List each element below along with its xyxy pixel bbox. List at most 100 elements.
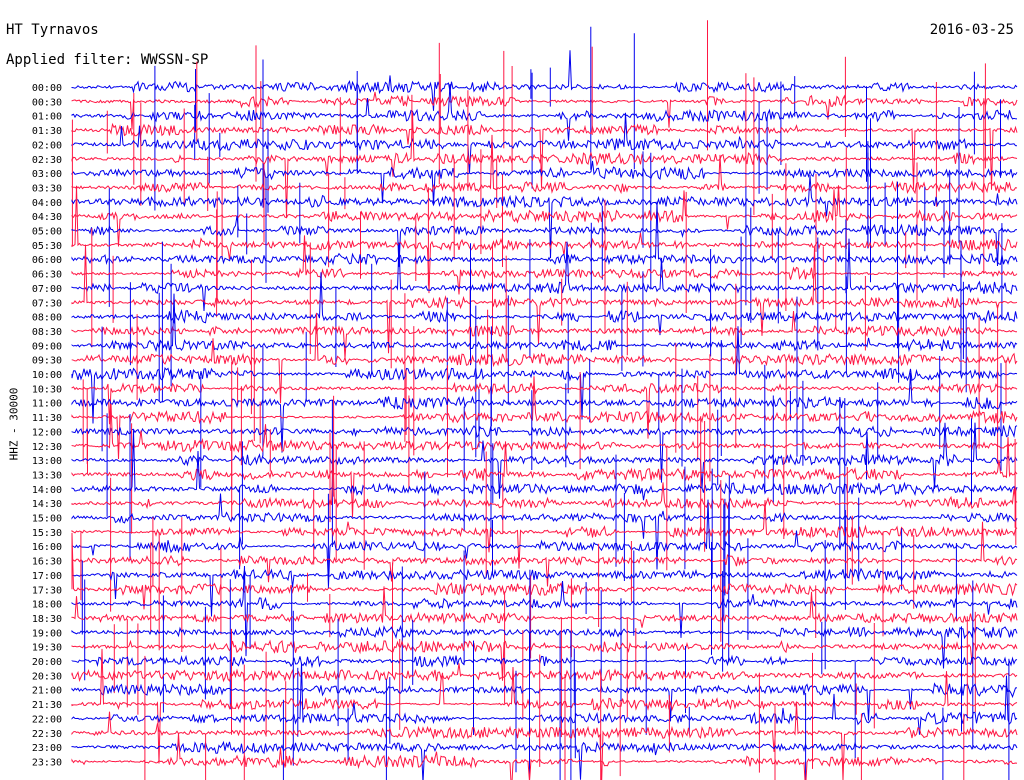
row-time-label: 03:30 [32, 183, 62, 194]
row-time-label: 01:00 [32, 112, 62, 123]
row-time-label: 09:00 [32, 341, 62, 352]
row-time-label: 23:30 [32, 757, 62, 768]
trace-line [71, 437, 1018, 518]
row-time-label: 08:00 [32, 313, 62, 324]
trace-line [71, 376, 1018, 460]
row-time-label: 17:30 [32, 585, 62, 596]
trace-line [71, 272, 1018, 336]
trace-line [71, 112, 1018, 173]
row-time-label: 23:00 [32, 743, 62, 754]
row-time-label: 20:00 [32, 657, 62, 668]
trace-line [71, 567, 1018, 617]
row-time-label: 12:30 [32, 442, 62, 453]
row-time-label: 08:30 [32, 327, 62, 338]
trace-line [71, 422, 1018, 499]
trace-line [71, 185, 1018, 247]
row-time-label: 05:30 [32, 241, 62, 252]
trace-line [71, 201, 1018, 267]
row-time-label: 14:30 [32, 499, 62, 510]
trace-line [71, 703, 1018, 780]
trace-line [71, 160, 1018, 205]
trace-line [71, 244, 1018, 354]
row-time-label: 06:00 [32, 255, 62, 266]
row-time-label: 03:00 [32, 169, 62, 180]
row-time-label: 15:30 [32, 528, 62, 539]
row-time-label: 04:00 [32, 198, 62, 209]
row-time-label: 21:00 [32, 686, 62, 697]
row-time-label: 20:30 [32, 671, 62, 682]
row-time-label: 11:00 [32, 399, 62, 410]
row-time-label: 02:00 [32, 140, 62, 151]
trace-line [71, 293, 1018, 353]
row-time-label: 14:00 [32, 485, 62, 496]
trace-line [71, 662, 1018, 735]
trace-line [71, 733, 1018, 780]
row-time-label: 12:00 [32, 427, 62, 438]
row-time-label: 19:30 [32, 643, 62, 654]
trace-line [71, 424, 1018, 483]
trace-line [71, 134, 1018, 195]
row-time-label: 21:30 [32, 700, 62, 711]
row-time-label: 00:00 [32, 83, 62, 94]
trace-line [71, 648, 1018, 764]
row-time-label: 11:30 [32, 413, 62, 424]
filter-label: Applied filter: WWSSN-SP [6, 52, 209, 68]
row-time-label: 16:30 [32, 557, 62, 568]
trace-line [71, 50, 1018, 111]
row-time-label: 19:00 [32, 628, 62, 639]
trace-line [71, 532, 1018, 610]
row-time-label: 09:30 [32, 356, 62, 367]
row-time-label: 13:00 [32, 456, 62, 467]
trace-line [71, 403, 1018, 453]
date-label: 2016-03-25 [929, 22, 1014, 38]
row-time-label: 07:00 [32, 284, 62, 295]
trace-line [71, 175, 1018, 259]
trace-line [71, 122, 1018, 190]
trace-line [71, 185, 1018, 294]
trace-line [71, 238, 1018, 312]
trace-line [71, 430, 1018, 501]
trace-line [71, 624, 1018, 669]
trace-line [71, 586, 1018, 628]
trace-line [71, 235, 1018, 295]
trace-line [71, 458, 1018, 510]
trace-line [71, 663, 1018, 683]
row-time-label: 05:00 [32, 227, 62, 238]
trace-line [71, 682, 1018, 722]
row-time-label: 10:30 [32, 384, 62, 395]
trace-line [71, 493, 1018, 570]
row-time-label: 22:00 [32, 714, 62, 725]
row-time-label: 18:30 [32, 614, 62, 625]
trace-line [71, 311, 1017, 359]
trace-line [71, 312, 1018, 404]
row-time-label: 10:00 [32, 370, 62, 381]
row-time-label: 06:30 [32, 270, 62, 281]
trace-line [71, 499, 1018, 586]
trace-line [71, 639, 1018, 681]
row-time-label: 16:00 [32, 542, 62, 553]
trace-line [71, 654, 1018, 669]
row-time-label: 15:00 [32, 514, 62, 525]
trace-line [71, 84, 1018, 141]
trace-line [71, 740, 1018, 780]
trace-line [71, 500, 1018, 569]
trace-line [71, 521, 1018, 587]
row-time-label: 04:30 [32, 212, 62, 223]
row-time-label: 07:30 [32, 298, 62, 309]
trace-line [71, 381, 1018, 439]
trace-line [71, 565, 1018, 657]
trace-line [71, 326, 1018, 424]
row-time-label: 17:00 [32, 571, 62, 582]
station-title: HT Tyrnavos [6, 22, 99, 38]
row-time-label: 22:30 [32, 729, 62, 740]
row-time-label: 13:30 [32, 470, 62, 481]
row-time-label: 02:30 [32, 155, 62, 166]
row-time-label: 18:00 [32, 600, 62, 611]
row-time-label: 01:30 [32, 126, 62, 137]
trace-line [71, 372, 1018, 453]
trace-line [71, 91, 1018, 130]
trace-line [71, 215, 1018, 267]
trace-line [71, 112, 1018, 218]
